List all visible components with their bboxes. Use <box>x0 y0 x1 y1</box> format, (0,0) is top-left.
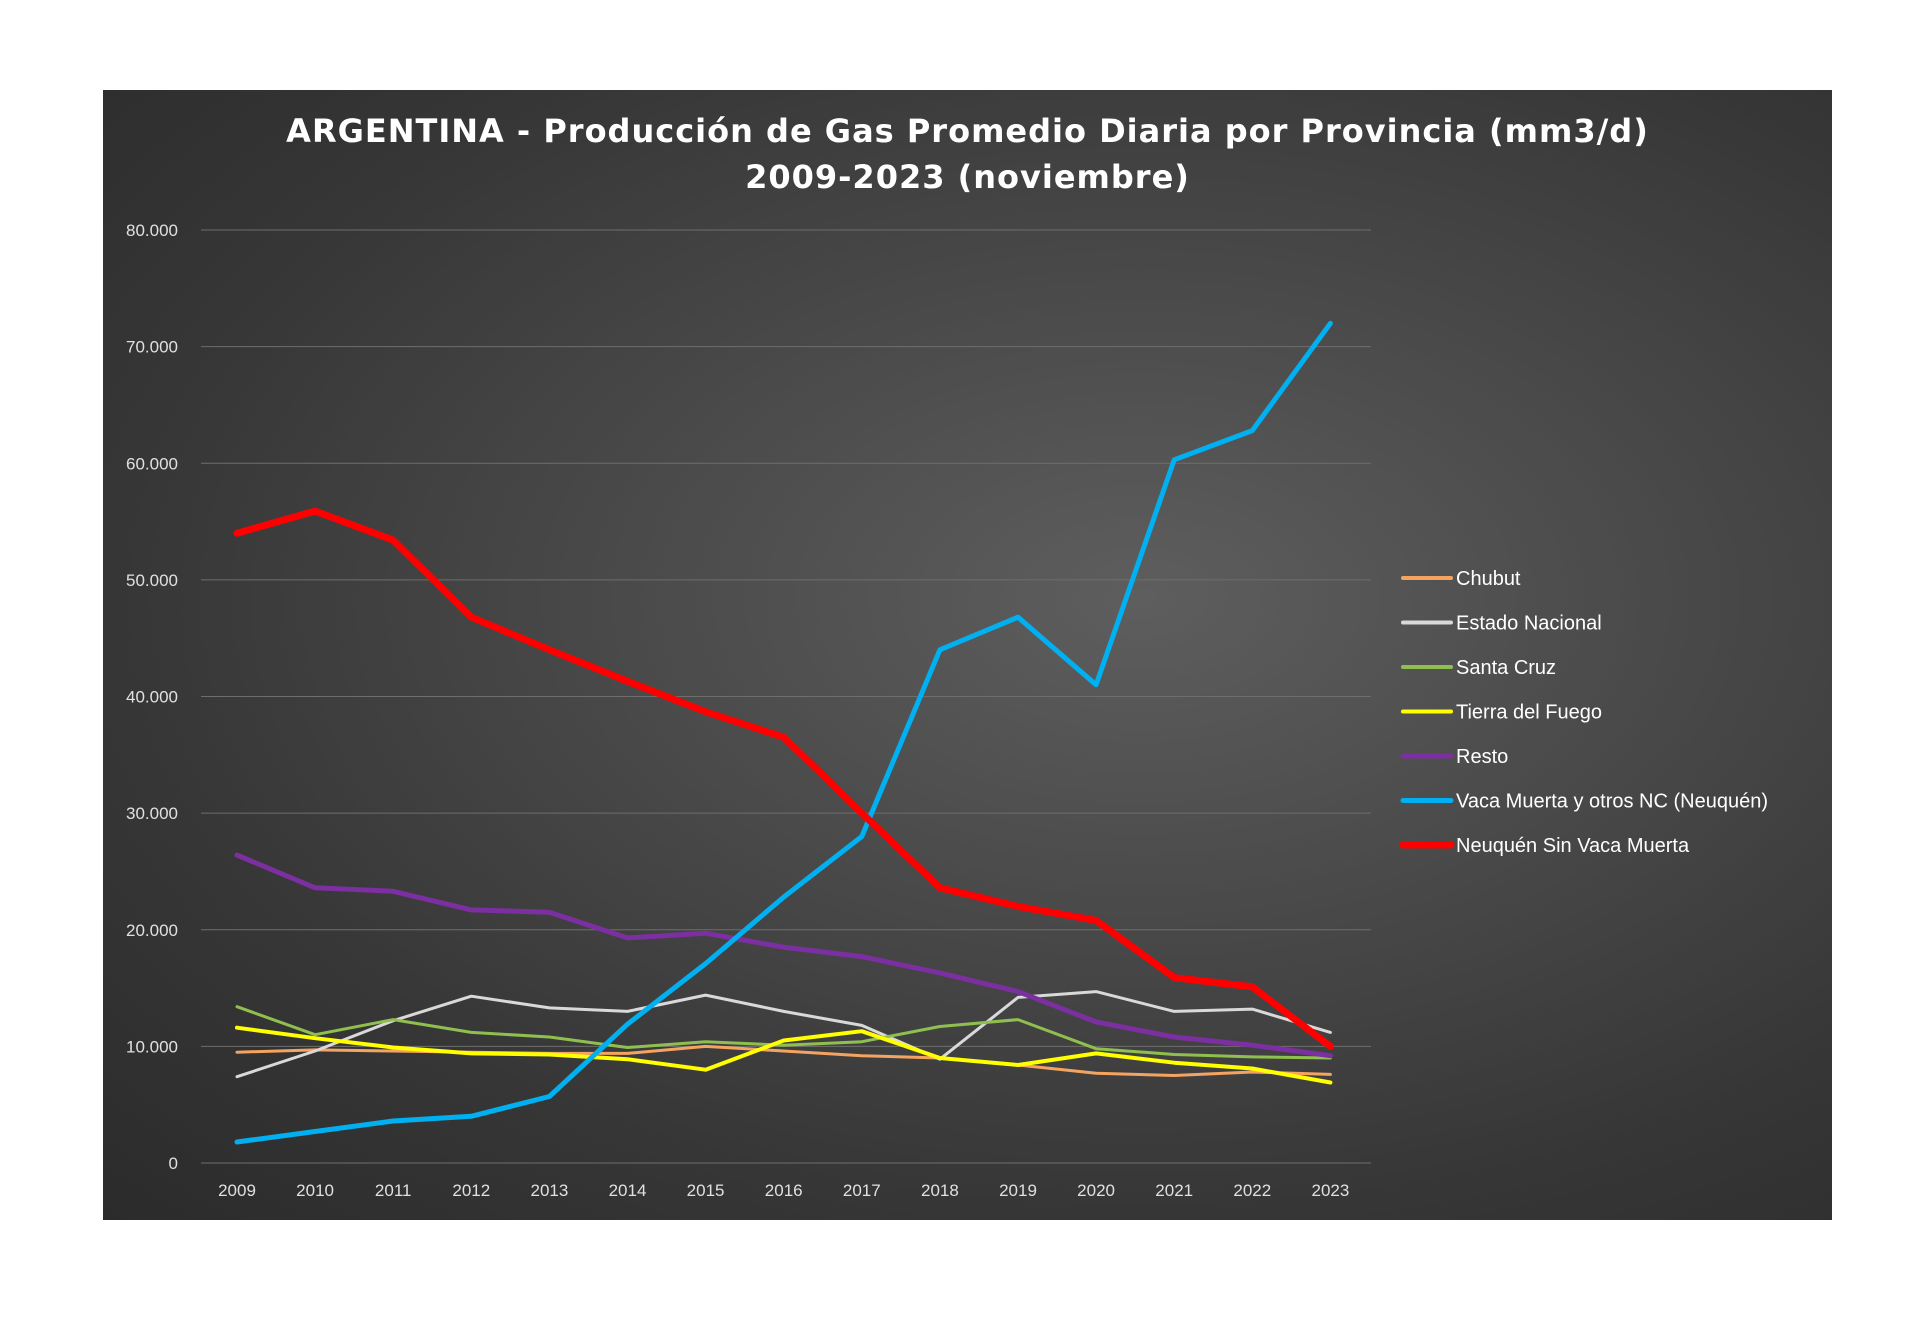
series-line-neuquen-sin-vaca-muerta <box>233 507 1334 1050</box>
chart-panel: ARGENTINA - Producción de Gas Promedio D… <box>103 90 1832 1220</box>
legend-item-tierra-del-fuego: Tierra del Fuego <box>1401 702 1602 724</box>
legend-item-vaca-muerta-y-otros-nc-neuquen: Vaca Muerta y otros NC (Neuquén) <box>1400 791 1768 813</box>
series-line-estado-nacional <box>235 990 1332 1079</box>
y-tick-label: 80.000 <box>126 221 178 240</box>
legend-label: Tierra del Fuego <box>1456 702 1602 724</box>
chart-subtitle: 2009-2023 (noviembre) <box>745 158 1190 196</box>
y-axis: 0 10.000 20.000 30.000 40.000 50.000 60.000 70.… <box>126 221 178 1173</box>
legend-item-chubut: Chubut <box>1401 568 1521 590</box>
series-line-santa-cruz <box>235 1005 1332 1060</box>
legend-item-neuquen-sin-vaca-muerta: Neuquén Sin Vaca Muerta <box>1399 835 1690 857</box>
x-tick-label: 2016 <box>765 1181 803 1200</box>
x-tick-label: 2019 <box>999 1181 1037 1200</box>
chart-title: ARGENTINA - Producción de Gas Promedio D… <box>103 108 1832 200</box>
legend-label: Estado Nacional <box>1456 613 1602 635</box>
series-line-resto <box>234 852 1333 1059</box>
y-tick-label: 60.000 <box>126 454 178 473</box>
legend-label: Vaca Muerta y otros NC (Neuquén) <box>1456 791 1768 813</box>
legend-item-resto: Resto <box>1400 746 1508 768</box>
legend: Chubut Estado Nacional Santa Cruz Tierra de… <box>1399 568 1768 857</box>
legend-item-estado-nacional: Estado Nacional <box>1401 613 1602 635</box>
x-tick-label: 2020 <box>1077 1181 1115 1200</box>
y-tick-label: 40.000 <box>126 688 178 707</box>
x-axis: 2009 2010 2011 2012 2013 2014 2015 2016 2017 2018… <box>218 1181 1349 1200</box>
series-lines <box>233 320 1334 1145</box>
line-chart: 0 10.000 20.000 30.000 40.000 50.000 60.000 70.… <box>126 221 1768 1200</box>
y-tick-label: 10.000 <box>126 1037 178 1056</box>
x-tick-label: 2010 <box>296 1181 334 1200</box>
x-tick-label: 2015 <box>687 1181 725 1200</box>
y-tick-label: 30.000 <box>126 804 178 823</box>
y-tick-label: 70.000 <box>126 338 178 357</box>
legend-label: Resto <box>1456 746 1508 768</box>
x-tick-label: 2009 <box>218 1181 256 1200</box>
x-tick-label: 2017 <box>843 1181 881 1200</box>
x-tick-label: 2013 <box>530 1181 568 1200</box>
chart-title-line1: ARGENTINA - Producción de Gas Promedio D… <box>286 112 1649 150</box>
series-line-vaca-muerta-y-otros-nc-neuquen <box>234 320 1333 1145</box>
x-tick-label: 2011 <box>375 1181 412 1200</box>
x-tick-label: 2012 <box>452 1181 490 1200</box>
y-tick-label: 0 <box>169 1154 178 1173</box>
legend-item-santa-cruz: Santa Cruz <box>1401 657 1556 679</box>
legend-label: Neuquén Sin Vaca Muerta <box>1456 835 1690 857</box>
x-tick-label: 2018 <box>921 1181 959 1200</box>
x-tick-label: 2023 <box>1311 1181 1349 1200</box>
x-tick-label: 2021 <box>1155 1181 1193 1200</box>
y-tick-label: 20.000 <box>126 921 178 940</box>
series-line-tierra-del-fuego <box>235 1025 1333 1085</box>
gridlines <box>201 229 1371 1164</box>
legend-label: Chubut <box>1456 568 1521 590</box>
legend-label: Santa Cruz <box>1456 657 1556 679</box>
x-tick-label: 2014 <box>609 1181 647 1200</box>
y-tick-label: 50.000 <box>126 571 178 590</box>
x-tick-label: 2022 <box>1233 1181 1271 1200</box>
